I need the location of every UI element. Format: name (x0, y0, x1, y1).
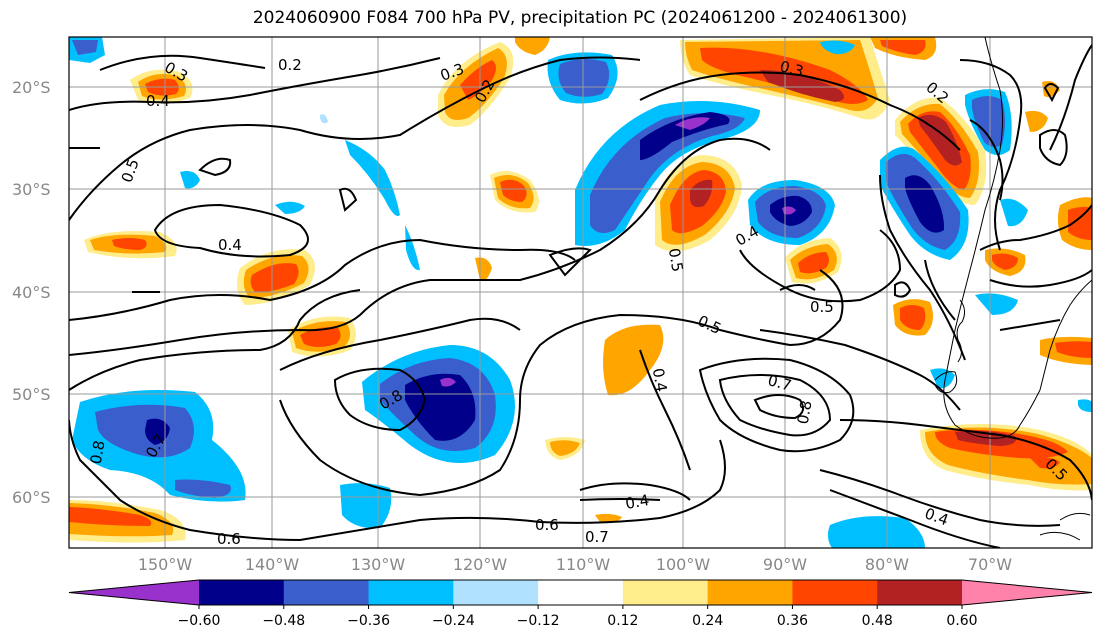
colorbar-tick-label: −0.12 (517, 613, 560, 629)
colorbar-segment (538, 580, 624, 605)
contour-label: 0.4 (146, 92, 170, 110)
colorbar-segment (283, 580, 370, 605)
colorbar-segment (453, 580, 539, 605)
lon-label: 100°W (656, 555, 711, 574)
contour-label: 0.8 (794, 399, 816, 426)
lon-label: 130°W (351, 555, 406, 574)
latitude-labels: 20°S 30°S 40°S 50°S 60°S (12, 78, 51, 507)
colorbar-segment (199, 580, 285, 605)
lat-label: 60°S (12, 488, 51, 507)
colorbar-tick-label: 0.36 (777, 613, 808, 629)
lon-label: 120°W (453, 555, 508, 574)
contour-label: 0.4 (624, 491, 651, 513)
colorbar-extend-high (962, 580, 1092, 605)
colorbar-segment (877, 580, 963, 605)
lon-label: 140°W (245, 555, 300, 574)
colorbar-segment (368, 580, 454, 605)
contour-label: 0.6 (217, 530, 241, 548)
lon-label: 150°W (138, 555, 193, 574)
contour-label: 0.4 (218, 236, 242, 254)
graticule (69, 37, 1092, 548)
contour-label: 0.4 (649, 367, 671, 394)
colorbar-tick-label: 0.60 (946, 613, 977, 629)
contour-label: 0.7 (766, 371, 794, 395)
colorbar-tick-label: 0.12 (607, 613, 638, 629)
colorbar-segment (622, 580, 709, 605)
colorbar-extend-low (69, 580, 199, 605)
precip-shading (69, 37, 1092, 548)
lon-label: 110°W (556, 555, 611, 574)
map-content (69, 37, 1092, 548)
colorbar: −0.60 −0.48 −0.36 −0.24 −0.12 0.12 0.24 0.36 0.4… (68, 579, 1093, 629)
lat-label: 40°S (12, 283, 51, 302)
pv-contours (69, 44, 1092, 548)
lat-label: 50°S (12, 385, 51, 404)
contour-label: 0.5 (810, 298, 834, 316)
colorbar-tick-label: −0.36 (347, 613, 390, 629)
colorbar-tick-label: −0.60 (178, 613, 221, 629)
colorbar-tick-label: −0.48 (262, 613, 305, 629)
lat-label: 30°S (12, 180, 51, 199)
lon-label: 80°W (865, 555, 909, 574)
longitude-labels: 150°W 140°W 130°W 120°W 110°W 100°W 90°W… (138, 555, 1012, 574)
lon-label: 90°W (763, 555, 807, 574)
colorbar-segment (707, 580, 793, 605)
coastline (934, 37, 1092, 541)
colorbar-tick-label: 0.24 (692, 613, 723, 629)
lat-label: 20°S (12, 78, 51, 97)
map-title: 2024060900 F084 700 hPa PV, precipitatio… (252, 8, 908, 28)
colorbar-tick-label: 0.48 (862, 613, 893, 629)
colorbar-segment (792, 580, 878, 605)
lon-label: 70°W (968, 555, 1012, 574)
contour-label: 0.2 (278, 56, 302, 74)
contour-label: 0.8 (87, 439, 109, 466)
contour-label: 0.5 (665, 247, 687, 274)
map-frame (68, 36, 1093, 549)
contour-label: 0.3 (778, 57, 806, 81)
contour-label: 0.6 (535, 516, 559, 534)
contour-label: 0.7 (585, 528, 609, 546)
colorbar-tick-label: −0.24 (432, 613, 475, 629)
